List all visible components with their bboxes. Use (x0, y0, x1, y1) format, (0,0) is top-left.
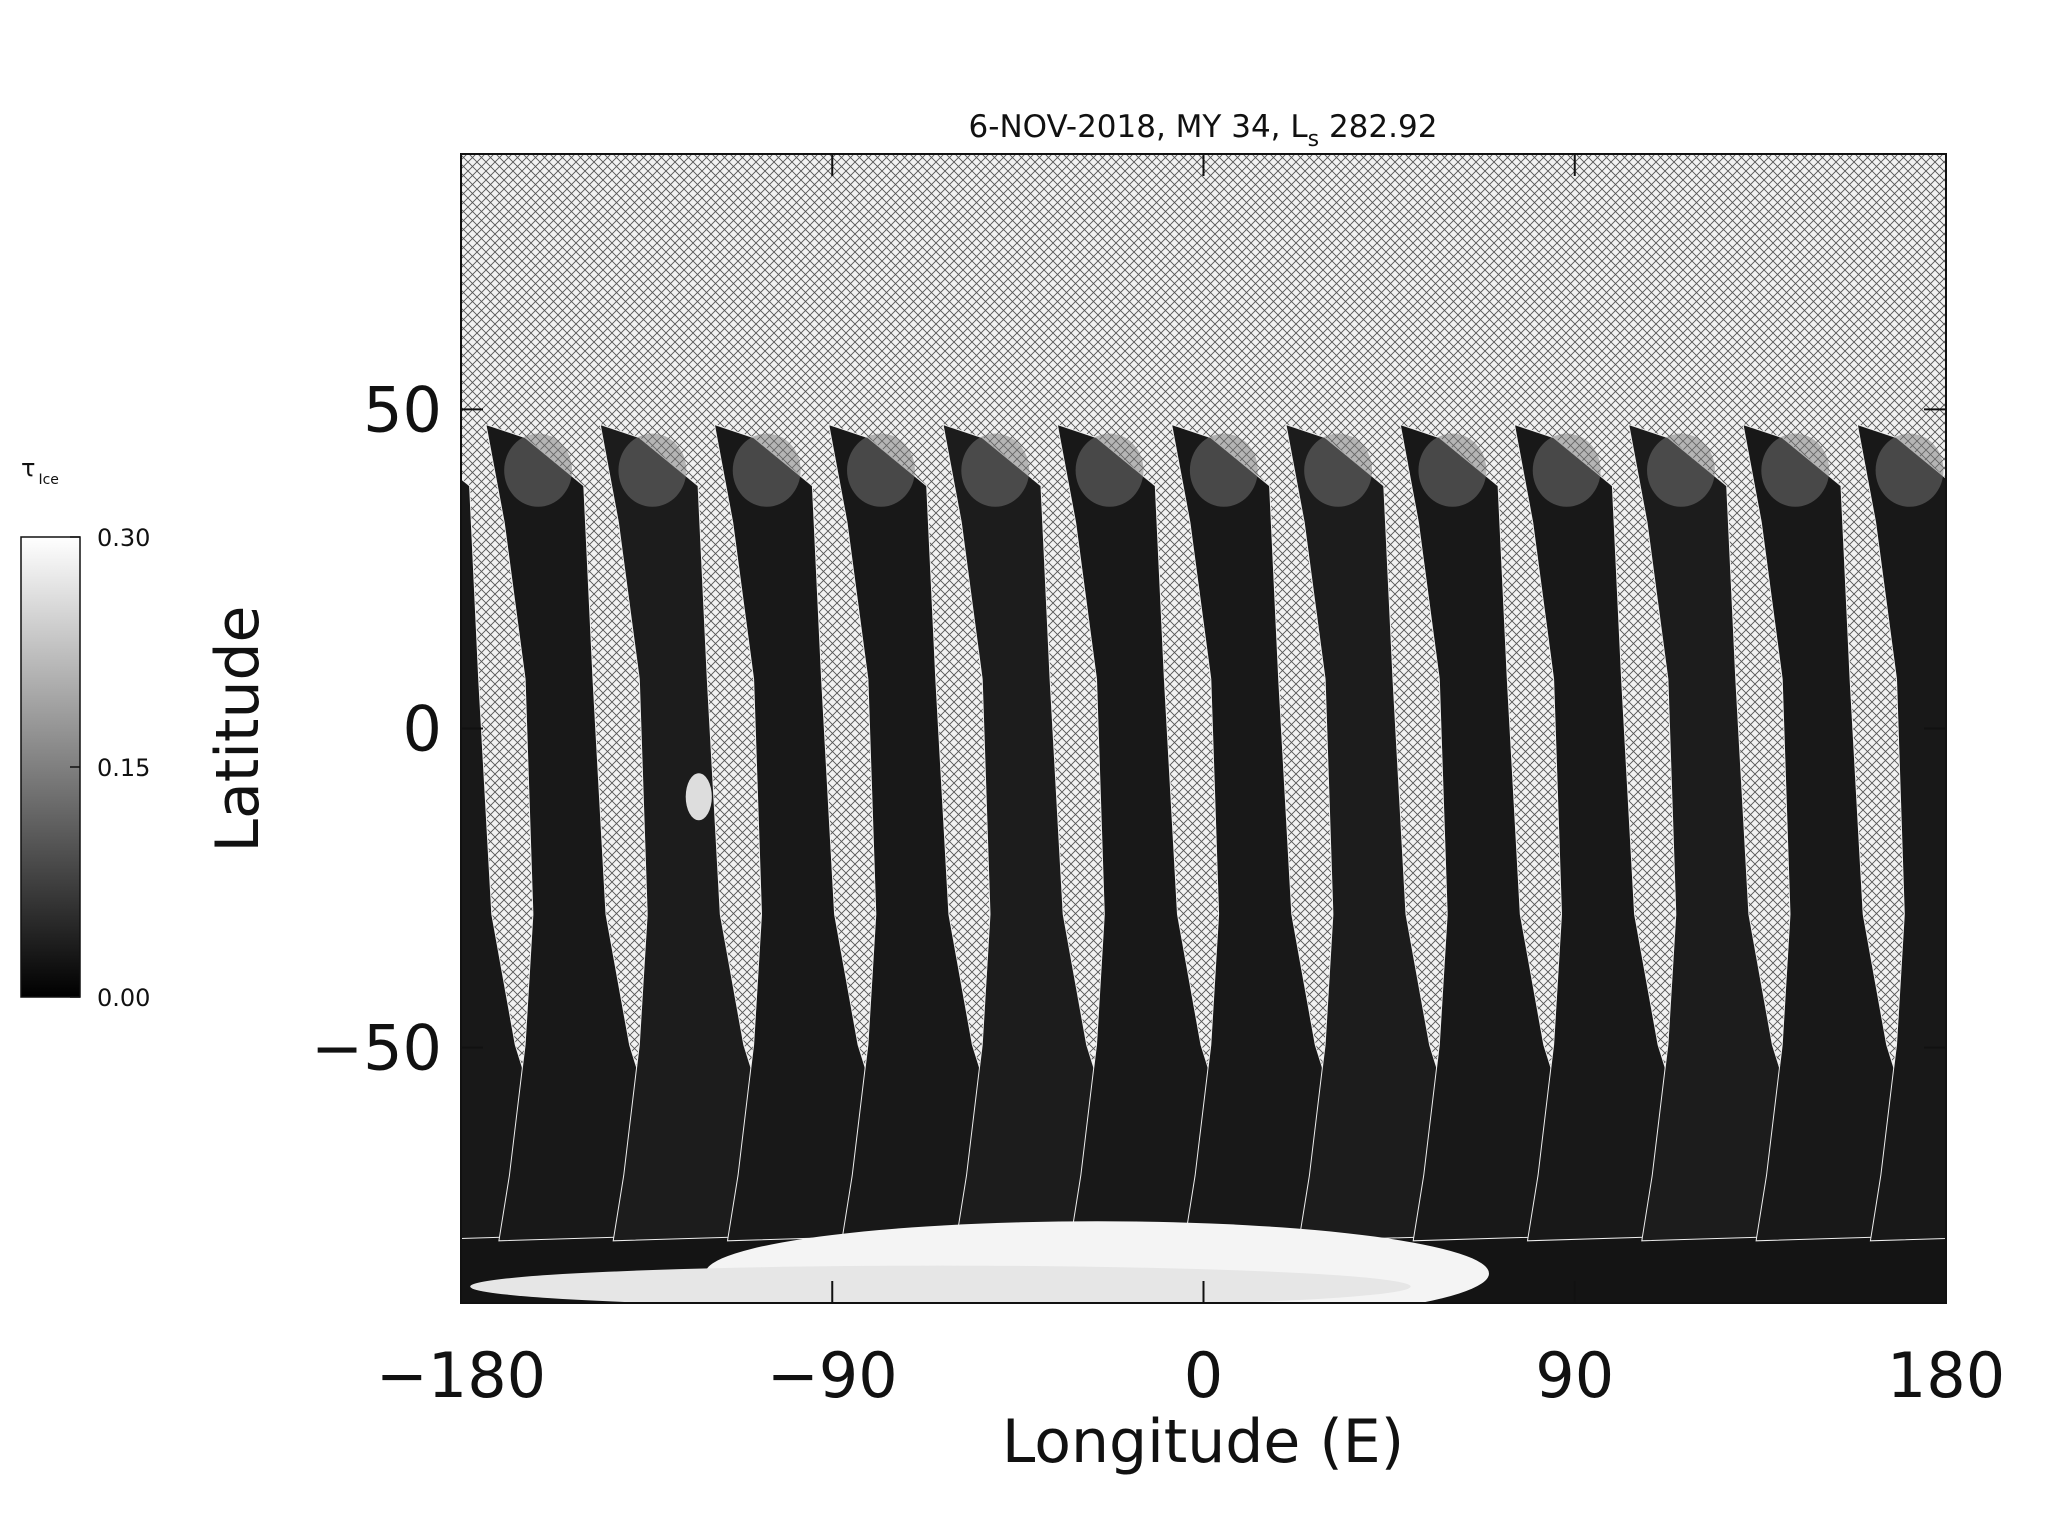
title-subscript: s (1308, 127, 1319, 152)
swath-bright (1075, 433, 1144, 507)
swath-bright (1647, 433, 1715, 507)
chart-title: 6-NOV-2018, MY 34, Ls 282.92 (969, 109, 1438, 152)
swath-bright (961, 433, 1030, 507)
swath-bright (1532, 433, 1601, 507)
y-tick-label: 0 (403, 693, 442, 766)
swath-bright (1304, 433, 1373, 507)
x-tick-label: −90 (767, 1339, 898, 1412)
x-tick-label: −180 (376, 1339, 546, 1412)
colorbar-label-symbol: τ (21, 454, 35, 482)
bright-spot (685, 773, 712, 821)
colorbar-tick-label: 0.15 (97, 754, 150, 782)
x-tick-label: 90 (1535, 1339, 1614, 1412)
title-part: 6-NOV-2018, MY 34, L (969, 109, 1309, 145)
y-tick-label: 50 (363, 373, 442, 446)
colorbar-label-subscript: Ice (38, 472, 58, 488)
x-axis-label: Longitude (E) (1002, 1407, 1404, 1477)
swath (1972, 425, 2048, 1241)
colorbar-label: τ Ice (21, 454, 59, 488)
y-tick-label: −50 (311, 1012, 442, 1085)
map-swaths (461, 423, 2048, 1303)
swath-bright (1189, 433, 1258, 507)
x-tick-label: 180 (1887, 1339, 2005, 1412)
polar-bright (470, 1265, 1411, 1303)
swath-bright (847, 433, 915, 507)
swath-bright (504, 433, 573, 507)
swath-bright (1990, 434, 2048, 507)
swath (1856, 423, 1946, 1242)
y-axis-label: Latitude (203, 606, 273, 853)
swath-bright (1418, 433, 1487, 507)
swath-bright (1761, 433, 1830, 507)
colorbar-tick-label: 0.00 (97, 984, 150, 1012)
swath-bright (1875, 433, 1944, 507)
x-tick-label: 0 (1184, 1339, 1223, 1412)
colorbar-tick-label: 0.30 (97, 524, 150, 552)
title-part: 282.92 (1319, 109, 1437, 145)
swath-bright (618, 433, 687, 507)
swath-bright (732, 433, 801, 507)
